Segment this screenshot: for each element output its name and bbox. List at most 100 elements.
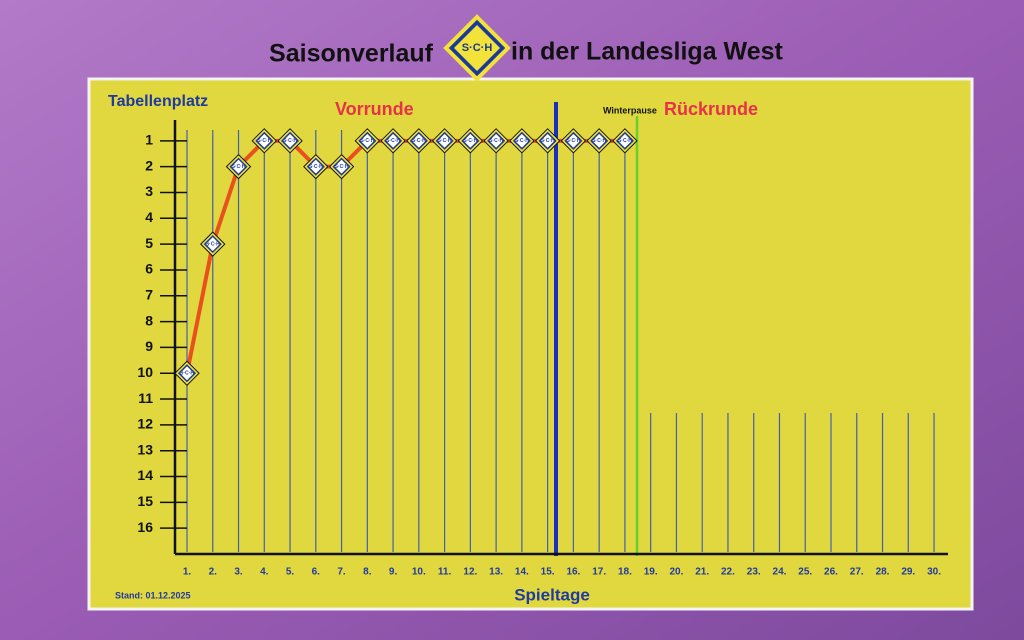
point-marker: S·C·H — [509, 128, 535, 154]
x-tick-label: 18. — [618, 567, 632, 578]
y-tick-label: 1 — [145, 132, 153, 148]
point-marker: S·C·H — [586, 128, 612, 154]
x-tick-label: 30. — [927, 567, 941, 578]
x-tick-label: 16. — [566, 567, 580, 578]
marker-inner — [384, 131, 403, 150]
point-marker: S·C·H — [534, 128, 561, 154]
y-axis-label: Tabellenplatz — [108, 93, 208, 110]
marker-inner — [409, 131, 428, 150]
marker-logo: S·C·H — [232, 164, 246, 170]
chart-title: Saisonverlauf — [269, 40, 434, 68]
point-marker: S·C·H — [251, 128, 277, 154]
y-tick-label: 10 — [137, 364, 153, 380]
x-tick-label: 1. — [183, 567, 192, 578]
x-tick-label: 9. — [389, 567, 398, 578]
y-tick-label: 8 — [145, 312, 153, 328]
marker-inner — [203, 235, 222, 254]
x-tick-label: 20. — [669, 567, 683, 578]
x-tick-label: 27. — [850, 567, 864, 578]
status-note: Stand: 01.12.2025 — [115, 590, 191, 600]
y-tick-label: 14 — [137, 467, 153, 483]
marker-inner — [615, 131, 634, 150]
marker-inner — [255, 131, 274, 150]
annotation-first-half: Vorrunde — [335, 99, 414, 119]
marker-inner — [177, 364, 197, 383]
marker-inner — [280, 131, 300, 150]
marker-logo: S·C·H — [438, 138, 452, 144]
marker-inner — [590, 131, 609, 150]
marker-inner — [306, 157, 325, 176]
point-marker: S·C·H — [612, 128, 638, 154]
panel — [87, 77, 974, 611]
marker-logo: S·C·H — [489, 138, 503, 144]
marker-inner — [332, 157, 351, 176]
x-tick-label: 28. — [876, 567, 890, 578]
marker-logo: S·C·H — [515, 138, 529, 144]
point-marker: S·C·H — [380, 128, 406, 154]
x-tick-label: 23. — [747, 567, 761, 578]
marker-logo: S·C·H — [335, 164, 349, 170]
point-marker: S·C·H — [303, 153, 329, 180]
marker-inner — [487, 131, 506, 150]
x-tick-label: 7. — [337, 567, 346, 578]
marker-logo: S·C·H — [412, 138, 426, 144]
marker-logo: S·C·H — [386, 138, 400, 144]
marker-logo: S·C·H — [309, 164, 323, 170]
marker-logo: S·C·H — [257, 138, 271, 144]
y-tick-label: 4 — [145, 209, 153, 225]
x-tick-label: 22. — [721, 567, 735, 578]
annotation-second-half: Rückrunde — [664, 99, 758, 119]
marker-logo: S·C·H — [592, 138, 606, 144]
x-tick-label: 3. — [234, 567, 243, 578]
x-tick-label: 10. — [412, 567, 426, 578]
x-tick-label: 14. — [515, 567, 529, 578]
x-tick-label: 4. — [260, 567, 269, 578]
x-tick-label: 29. — [901, 567, 915, 578]
marker-logo: S·C·H — [360, 138, 374, 144]
x-tick-label: 6. — [312, 567, 321, 578]
point-marker: S·C·H — [277, 128, 303, 154]
x-tick-label: 26. — [824, 567, 838, 578]
point-marker: S·C·H — [328, 153, 355, 180]
y-tick-label: 15 — [137, 493, 153, 509]
x-tick-label: 2. — [209, 567, 218, 578]
x-tick-label: 8. — [363, 567, 372, 578]
y-tick-label: 6 — [145, 261, 153, 277]
marker-inner — [435, 131, 454, 150]
logo-text: S·C·H — [462, 42, 493, 54]
point-marker: S·C·H — [354, 128, 381, 154]
x-tick-label: 12. — [463, 567, 477, 578]
x-tick-label: 5. — [286, 567, 295, 578]
point-marker: S·C·H — [406, 128, 432, 154]
marker-logo: S·C·H — [618, 138, 632, 144]
y-tick-label: 13 — [137, 441, 153, 457]
y-tick-label: 12 — [137, 416, 153, 432]
marker-logo: S·C·H — [206, 241, 220, 247]
x-tick-label: 24. — [773, 567, 787, 578]
marker-inner — [538, 131, 557, 150]
y-tick-label: 11 — [138, 390, 153, 406]
point-marker: S·C·H — [225, 153, 252, 180]
x-tick-label: 17. — [592, 567, 606, 578]
point-marker: S·C·H — [200, 231, 226, 257]
marker-logo: S·C·H — [566, 138, 580, 144]
x-axis-label: Spieltage — [514, 585, 590, 604]
y-tick-label: 5 — [145, 235, 153, 251]
x-tick-label: 21. — [695, 567, 709, 578]
point-marker: S·C·H — [457, 128, 484, 154]
marker-inner — [229, 157, 248, 176]
marker-inner — [512, 131, 531, 150]
marker-logo: S·C·H — [541, 138, 555, 144]
marker-logo: S·C·H — [180, 371, 194, 377]
point-marker: S·C·H — [560, 128, 587, 154]
annotation-break: Winterpause — [603, 105, 657, 115]
point-marker: S·C·H — [174, 360, 200, 386]
y-tick-label: 7 — [145, 286, 153, 302]
marker-logo: S·C·H — [463, 138, 477, 144]
marker-inner — [358, 131, 377, 150]
y-tick-label: 16 — [137, 519, 153, 535]
point-marker: S·C·H — [431, 128, 458, 154]
y-tick-label: 3 — [145, 183, 153, 199]
x-tick-label: 15. — [541, 567, 555, 578]
